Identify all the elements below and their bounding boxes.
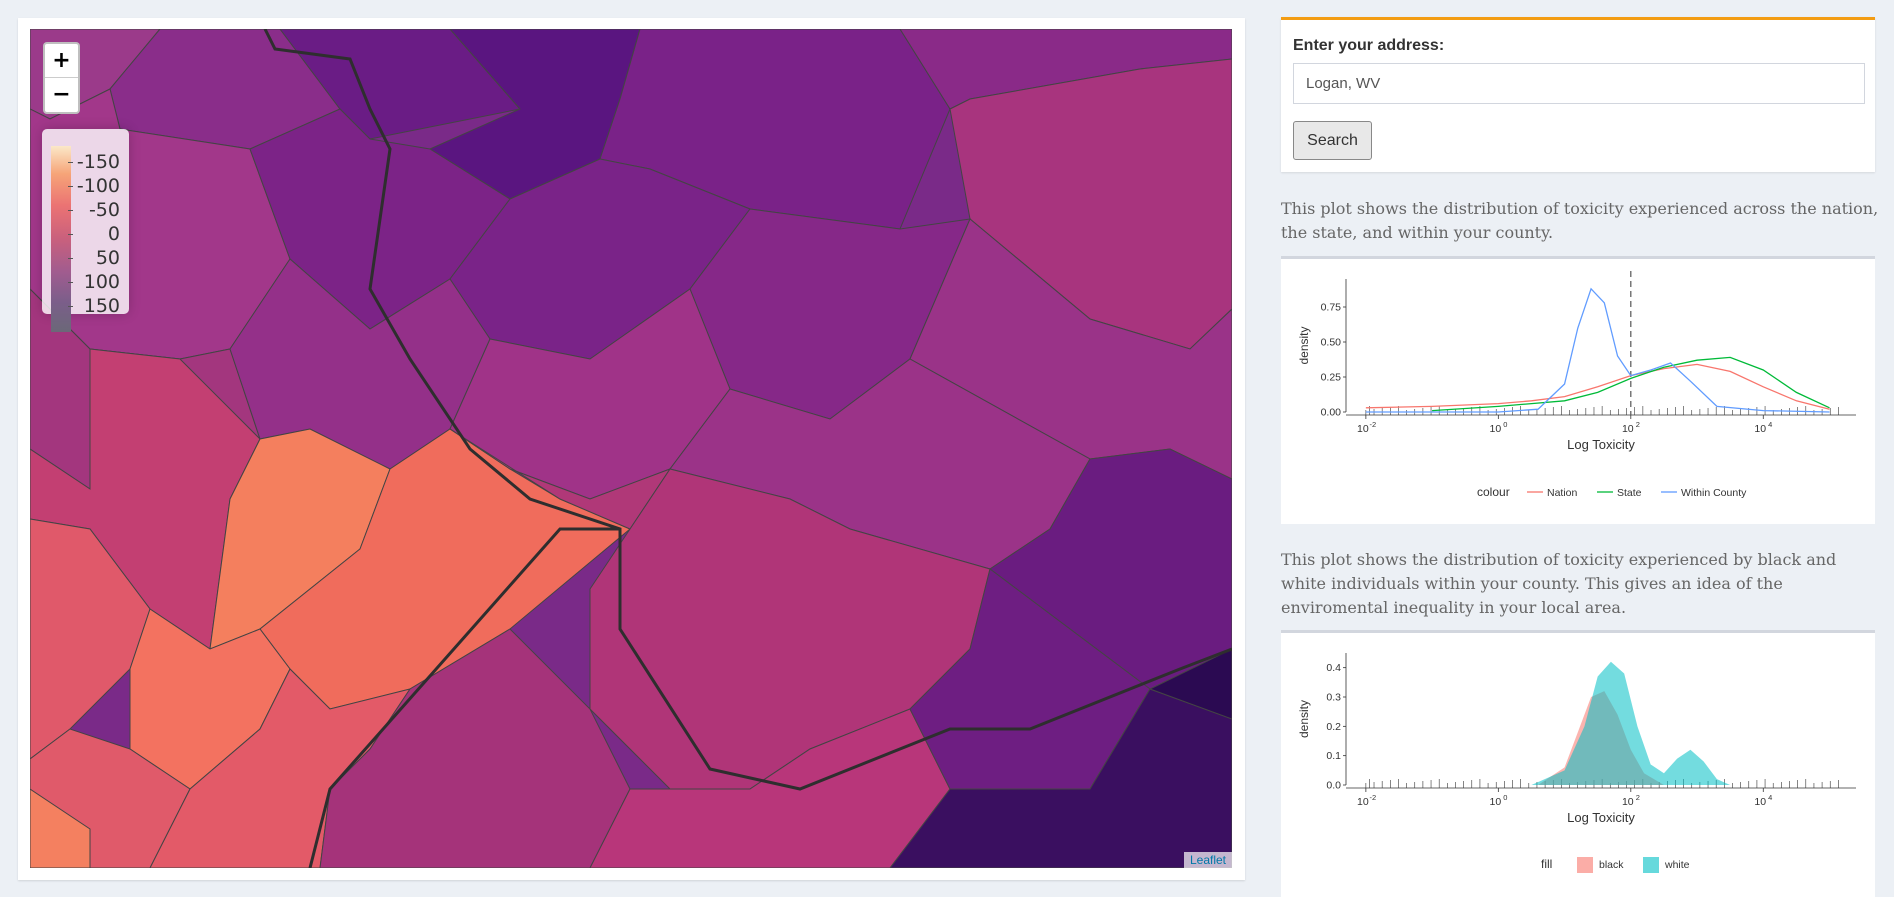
map-panel: + − -150 -100 -50 0 50 100 150 Leaflet (18, 18, 1245, 880)
legend-label: 150 (83, 295, 120, 317)
legend-color-ramp (51, 146, 71, 332)
map-region (1148, 648, 1232, 720)
x-tick-exponent: 0 (1503, 420, 1507, 429)
legend-label: -100 (76, 175, 120, 197)
map-region (30, 788, 91, 868)
y-tick-label: 0.50 (1321, 337, 1342, 349)
county-border (308, 527, 620, 868)
zoom-out-button[interactable]: − (52, 82, 71, 107)
address-search-panel: Enter your address: Search (1281, 17, 1875, 172)
legend-tick (68, 162, 73, 163)
y-tick-label: 0.2 (1326, 721, 1341, 733)
plot1-description: This plot shows the distribution of toxi… (1281, 199, 1879, 242)
x-tick-exponent: 4 (1768, 793, 1772, 802)
zoom-control: + − (43, 42, 80, 114)
legend-labels: -150 -100 -50 0 50 100 150 (74, 150, 120, 318)
legend-label: 50 (95, 247, 120, 269)
map-legend: -150 -100 -50 0 50 100 150 (42, 129, 129, 332)
x-tick-exponent: 2 (1636, 793, 1640, 802)
x-tick-exponent: -2 (1370, 420, 1377, 429)
legend-entry: black (1599, 859, 1624, 871)
density-area-white (1531, 661, 1731, 785)
x-tick-label: 10 (1622, 423, 1634, 435)
x-tick-exponent: 4 (1768, 420, 1772, 429)
x-tick-exponent: 0 (1503, 793, 1507, 802)
plot2-description: This plot shows the distribution of toxi… (1281, 550, 1837, 617)
legend-tick (68, 210, 73, 211)
y-tick-label: 0.3 (1326, 692, 1341, 704)
x-tick-label: 10 (1754, 796, 1766, 808)
y-tick-label: 0.1 (1326, 750, 1341, 762)
density-line-nation (1365, 363, 1830, 410)
legend-swatch (1643, 857, 1659, 873)
attribution-link[interactable]: Leaflet (1183, 852, 1232, 868)
address-input[interactable] (1293, 63, 1865, 104)
search-button[interactable]: Search (1293, 121, 1372, 160)
legend-entry: Within County (1681, 487, 1747, 499)
x-tick-label: 10 (1489, 423, 1501, 435)
legend-tick (68, 282, 73, 283)
legend-swatch (1577, 857, 1593, 873)
legend-tick (68, 234, 73, 235)
y-tick-label: 0.25 (1321, 372, 1342, 384)
legend-tick (68, 306, 73, 307)
choropleth-map[interactable]: + − -150 -100 -50 0 50 100 150 Leaflet (30, 29, 1232, 868)
x-tick-exponent: -2 (1370, 793, 1377, 802)
y-tick-label: 0.75 (1321, 302, 1342, 314)
x-tick-label: 10 (1357, 796, 1369, 808)
x-tick-label: 10 (1489, 796, 1501, 808)
y-tick-label: 0.0 (1326, 780, 1341, 792)
y-axis-label: density (1297, 700, 1311, 738)
density-line-within-county (1365, 287, 1830, 413)
legend-entry: State (1617, 487, 1642, 499)
legend-label: 0 (107, 223, 120, 245)
x-tick-label: 10 (1754, 423, 1766, 435)
race-toxicity-density-plot: 0.0 0.1 0.2 0.3 0.4 10 -2 10 0 10 2 10 4 Log Toxicity… (1281, 630, 1875, 897)
legend-tick (68, 186, 73, 187)
x-axis-label: Log Toxicity (1567, 437, 1635, 452)
y-tick-label: 0.00 (1321, 407, 1342, 419)
state-border (263, 29, 1232, 791)
toxicity-density-plot: 0.00 0.25 0.50 0.75 10 -2 10 0 10 2 10 4 Log Toxicit… (1281, 256, 1875, 524)
y-tick-label: 0.4 (1326, 662, 1341, 674)
legend-entry: white (1664, 859, 1690, 871)
x-axis-label: Log Toxicity (1567, 810, 1635, 825)
legend-label: 100 (83, 271, 120, 293)
y-axis-label: density (1297, 326, 1311, 364)
map-regions[interactable] (30, 29, 1232, 868)
x-tick-exponent: 2 (1636, 420, 1640, 429)
legend-title: colour (1477, 485, 1510, 499)
legend-tick (68, 258, 73, 259)
density-line-state (1432, 356, 1830, 412)
x-tick-label: 10 (1357, 423, 1369, 435)
legend-entry: Nation (1547, 487, 1578, 499)
address-label: Enter your address: (1293, 37, 1445, 54)
legend-label: -150 (76, 151, 120, 173)
legend-title: fill (1541, 857, 1552, 871)
legend-label: -50 (88, 199, 120, 221)
zoom-in-button[interactable]: + (45, 44, 78, 78)
x-tick-label: 10 (1622, 796, 1634, 808)
